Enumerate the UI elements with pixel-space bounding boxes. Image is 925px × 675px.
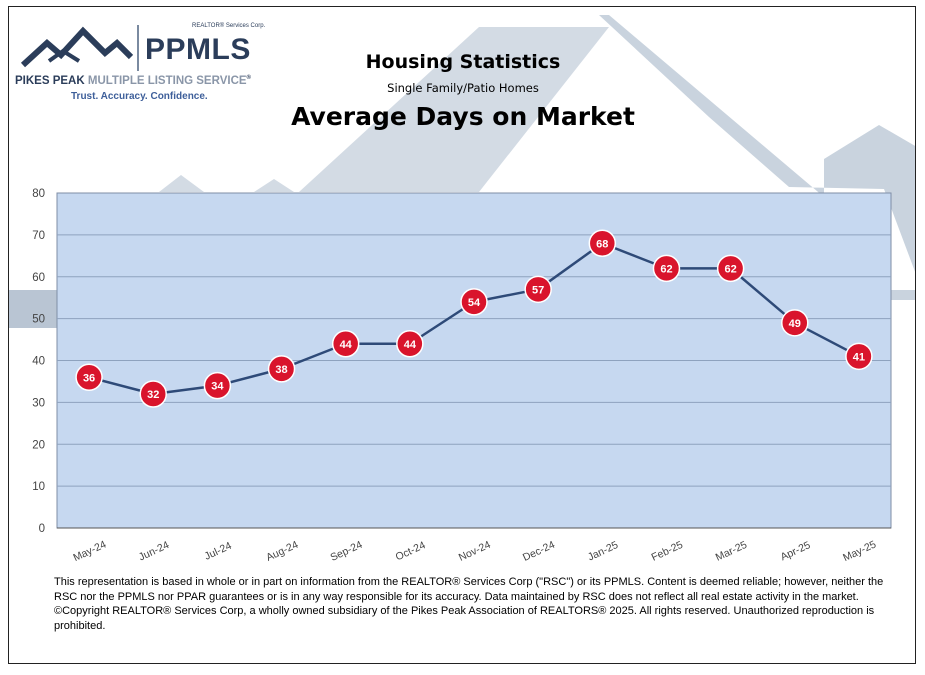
- data-point: [652, 254, 681, 283]
- x-tick-label: Jun-24: [137, 539, 171, 564]
- y-tick-label: 50: [32, 314, 45, 326]
- logo-service-name: PIKES PEAK MULTIPLE LISTING SERVICE®: [15, 75, 251, 87]
- y-tick-label: 10: [32, 481, 45, 493]
- chart-title: Average Days on Market: [291, 102, 635, 131]
- data-label: 49: [789, 318, 801, 330]
- data-label: 34: [211, 381, 224, 393]
- y-tick-label: 0: [39, 523, 45, 535]
- data-label: 44: [340, 339, 353, 351]
- y-tick-label: 20: [32, 439, 45, 451]
- x-tick-label: Dec-24: [521, 539, 557, 564]
- data-point: [139, 380, 167, 408]
- y-tick-label: 80: [32, 188, 45, 200]
- x-tick-label: Jul-24: [203, 540, 234, 563]
- data-point: [331, 330, 360, 358]
- y-tick-label: 40: [32, 356, 45, 368]
- background-mountains-graphic: [9, 15, 915, 328]
- x-tick-label: Nov-24: [457, 539, 493, 564]
- logo-brand: PPMLS: [145, 33, 251, 66]
- data-point: [396, 330, 424, 358]
- data-point: [203, 371, 232, 400]
- ppmls-logo: REALTOR® Services Corp. PPMLS PIKES PEAK…: [15, 19, 265, 109]
- x-tick-label: Sep-24: [329, 539, 365, 564]
- data-label: 41: [853, 351, 865, 363]
- data-label: 57: [532, 284, 544, 296]
- data-label: 68: [596, 238, 608, 250]
- data-label: 62: [660, 263, 672, 275]
- data-label: 38: [275, 364, 287, 376]
- x-tick-label: Apr-25: [779, 539, 813, 563]
- x-tick-label: May-25: [841, 538, 878, 564]
- data-point: [845, 342, 873, 371]
- logo-divider: [137, 25, 139, 71]
- data-point: [781, 309, 809, 337]
- x-tick-label: Feb-25: [650, 539, 685, 564]
- x-tick-label: Mar-25: [714, 539, 749, 564]
- data-point: [267, 355, 296, 383]
- x-tick-label: Aug-24: [264, 539, 300, 564]
- data-label: 62: [724, 263, 736, 275]
- x-tick-label: May-24: [71, 538, 108, 564]
- data-label: 32: [147, 389, 159, 401]
- mountain-logo-icon: [21, 26, 133, 68]
- data-point: [75, 363, 103, 391]
- y-tick-label: 30: [32, 397, 45, 409]
- data-point: [460, 288, 488, 316]
- logo-tagline: Trust. Accuracy. Confidence.: [71, 91, 208, 102]
- y-tick-label: 60: [32, 272, 45, 284]
- data-label: 36: [83, 372, 95, 384]
- data-label: 44: [404, 339, 417, 351]
- data-point: [716, 254, 745, 283]
- days-on-market-chart: 0 10 20 30 40 50 60 70 80 May-24 Jun-24 Jul-24 Aug-2…: [32, 188, 892, 564]
- data-point: [524, 275, 552, 304]
- data-label: 54: [468, 297, 481, 309]
- report-frame: REALTOR® Services Corp. PPMLS PIKES PEAK…: [8, 6, 916, 664]
- logo-corp-label: REALTOR® Services Corp.: [192, 23, 266, 29]
- data-point: [588, 229, 617, 257]
- x-tick-label: Jan-25: [586, 539, 620, 564]
- y-tick-label: 70: [32, 230, 45, 242]
- page-subtitle: Single Family/Patio Homes: [387, 81, 539, 95]
- disclaimer-text: This representation is based in whole or…: [54, 576, 884, 632]
- page-title: Housing Statistics: [365, 51, 561, 73]
- x-tick-label: Oct-24: [394, 539, 428, 563]
